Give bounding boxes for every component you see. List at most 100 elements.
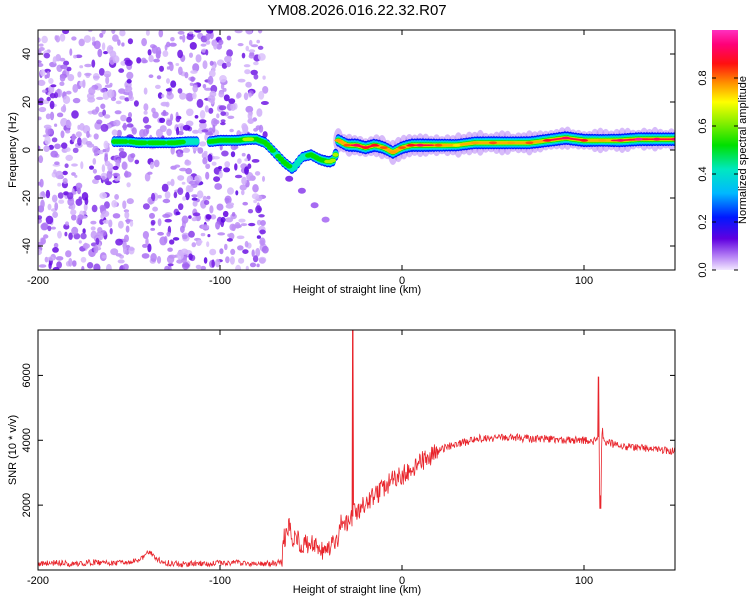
noise-speckle bbox=[240, 223, 248, 227]
noise-speckle bbox=[54, 123, 58, 127]
noise-speckle bbox=[152, 111, 159, 119]
noise-speckle bbox=[253, 199, 257, 204]
noise-speckle bbox=[136, 57, 142, 64]
noise-speckle bbox=[166, 41, 171, 48]
noise-speckle bbox=[60, 130, 65, 139]
noise-speckle bbox=[141, 38, 148, 47]
noise-speckle bbox=[88, 87, 96, 96]
noise-speckle bbox=[229, 223, 236, 231]
noise-speckle bbox=[72, 84, 79, 93]
noise-speckle bbox=[231, 212, 236, 217]
ridge-peak bbox=[352, 143, 361, 147]
noise-speckle bbox=[182, 147, 191, 153]
branch-point bbox=[285, 175, 294, 182]
noise-speckle bbox=[205, 214, 212, 220]
noise-speckle bbox=[134, 159, 140, 165]
noise-speckle bbox=[258, 90, 265, 100]
noise-speckle bbox=[105, 76, 110, 85]
noise-speckle bbox=[125, 218, 131, 225]
noise-speckle bbox=[179, 167, 188, 172]
noise-speckle bbox=[59, 33, 66, 42]
noise-speckle bbox=[81, 265, 85, 270]
ridge-peak bbox=[434, 143, 443, 147]
noise-speckle bbox=[241, 52, 246, 59]
noise-speckle bbox=[191, 242, 197, 248]
noise-speckle bbox=[246, 172, 254, 181]
noise-speckle bbox=[49, 100, 55, 110]
noise-speckle bbox=[192, 212, 201, 217]
noise-speckle bbox=[197, 127, 204, 134]
noise-speckle bbox=[207, 154, 213, 162]
noise-speckle bbox=[109, 228, 113, 235]
noise-speckle bbox=[44, 256, 49, 263]
noise-speckle bbox=[148, 198, 153, 205]
noise-speckle bbox=[38, 60, 42, 64]
noise-speckle bbox=[60, 64, 68, 70]
noise-speckle bbox=[221, 62, 228, 69]
noise-speckle bbox=[189, 180, 197, 186]
noise-speckle bbox=[248, 39, 253, 46]
noise-speckle bbox=[123, 245, 127, 255]
noise-speckle bbox=[101, 175, 106, 181]
ridge-peak bbox=[489, 141, 497, 145]
noise-speckle bbox=[40, 237, 46, 245]
noise-speckle bbox=[224, 195, 232, 205]
noise-speckle bbox=[180, 248, 189, 255]
noise-speckle bbox=[157, 218, 162, 227]
noise-speckle bbox=[143, 103, 149, 111]
noise-speckle bbox=[222, 87, 227, 92]
noise-speckle bbox=[117, 39, 121, 46]
noise-speckle bbox=[166, 231, 171, 237]
noise-speckle bbox=[186, 34, 194, 41]
noise-speckle bbox=[192, 84, 198, 93]
noise-speckle bbox=[181, 215, 189, 224]
noise-speckle bbox=[125, 225, 130, 233]
noise-speckle bbox=[250, 44, 259, 48]
noise-speckle bbox=[93, 40, 101, 50]
noise-speckle bbox=[218, 91, 225, 98]
noise-speckle bbox=[146, 127, 150, 135]
noise-speckle bbox=[53, 242, 59, 248]
noise-speckle bbox=[199, 141, 207, 147]
ridge-peak bbox=[334, 139, 343, 142]
noise-speckle bbox=[257, 53, 266, 61]
noise-speckle bbox=[170, 178, 175, 187]
noise-speckle bbox=[180, 225, 185, 233]
noise-speckle bbox=[208, 107, 214, 114]
noise-speckle bbox=[41, 35, 48, 44]
noise-speckle bbox=[77, 71, 82, 78]
noise-speckle bbox=[213, 176, 221, 183]
noise-speckle bbox=[71, 134, 75, 143]
noise-speckle bbox=[261, 245, 269, 254]
noise-speckle bbox=[92, 145, 99, 154]
noise-speckle bbox=[209, 60, 214, 66]
noise-speckle bbox=[162, 109, 167, 116]
noise-speckle bbox=[213, 41, 218, 50]
noise-speckle bbox=[175, 115, 181, 123]
noise-speckle bbox=[101, 164, 106, 173]
noise-speckle bbox=[177, 88, 183, 94]
noise-speckle bbox=[215, 258, 221, 268]
noise-speckle bbox=[212, 124, 216, 133]
noise-speckle bbox=[99, 218, 105, 225]
noise-speckle bbox=[149, 212, 155, 219]
noise-speckle bbox=[38, 37, 41, 43]
noise-speckle bbox=[235, 264, 242, 270]
noise-speckle bbox=[181, 261, 190, 270]
noise-speckle bbox=[244, 240, 249, 248]
ridge-peak bbox=[398, 146, 406, 150]
noise-speckle bbox=[99, 32, 104, 38]
colorbar-label: Normalized spectral amplitude bbox=[737, 76, 749, 224]
noise-speckle bbox=[54, 143, 61, 150]
noise-speckle bbox=[214, 183, 223, 190]
noise-speckle bbox=[131, 127, 137, 135]
noise-speckle bbox=[84, 63, 92, 68]
noise-speckle bbox=[245, 265, 249, 270]
noise-speckle bbox=[144, 124, 152, 129]
noise-speckle bbox=[124, 234, 129, 243]
noise-speckle bbox=[161, 94, 165, 98]
noise-speckle bbox=[162, 213, 171, 218]
noise-speckle bbox=[182, 196, 187, 201]
noise-speckle bbox=[77, 124, 81, 130]
